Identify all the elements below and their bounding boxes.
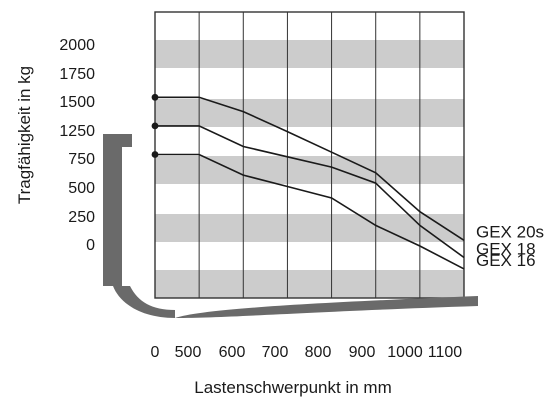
grid-band [155, 214, 464, 242]
series-label: GEX 20s [476, 222, 544, 241]
series-label: GEX 16 [476, 251, 536, 270]
series-start-point [151, 151, 159, 158]
series-line [155, 153, 465, 270]
y-axis-title: Tragfähigkeit in kg [15, 66, 34, 204]
grid-band [155, 270, 464, 298]
y-tick-label: 500 [68, 180, 95, 197]
series-line [155, 96, 465, 241]
grid-band [155, 156, 464, 184]
x-tick-label: 1100 [428, 344, 463, 361]
y-tick-label: 250 [68, 209, 95, 226]
x-tick-label: 700 [262, 344, 289, 361]
series-line [155, 125, 465, 259]
y-tick-label: 750 [68, 151, 95, 168]
series-label: GEX 18 [476, 240, 536, 259]
y-tick-label: 1750 [59, 66, 95, 83]
y-tick-label: 0 [86, 237, 95, 254]
x-tick-label: 500 [175, 344, 202, 361]
grid-band [155, 40, 464, 68]
grid-band [155, 99, 464, 127]
series-start-point [151, 93, 159, 101]
x-axis-title: Lastenschwerpunkt in mm [194, 378, 391, 397]
grid-bands [155, 40, 464, 298]
series-start-point [151, 122, 159, 130]
y-tick-label: 1250 [59, 123, 95, 140]
x-tick-label: 0 [151, 344, 160, 361]
y-tick-label: 1500 [59, 94, 95, 111]
x-tick-label: 900 [349, 344, 376, 361]
x-tick-labels: 0 500 600 700 800 900 1000 1100 [151, 344, 463, 361]
x-tick-label: 600 [219, 344, 246, 361]
series-lines [151, 93, 465, 270]
y-tick-labels: 2000 1750 1500 1250 750 500 250 0 [59, 37, 95, 254]
x-tick-label: 800 [305, 344, 332, 361]
x-tick-label: 1000 [387, 344, 423, 361]
forklift-fork-icon [103, 134, 478, 318]
y-tick-label: 2000 [59, 37, 95, 54]
